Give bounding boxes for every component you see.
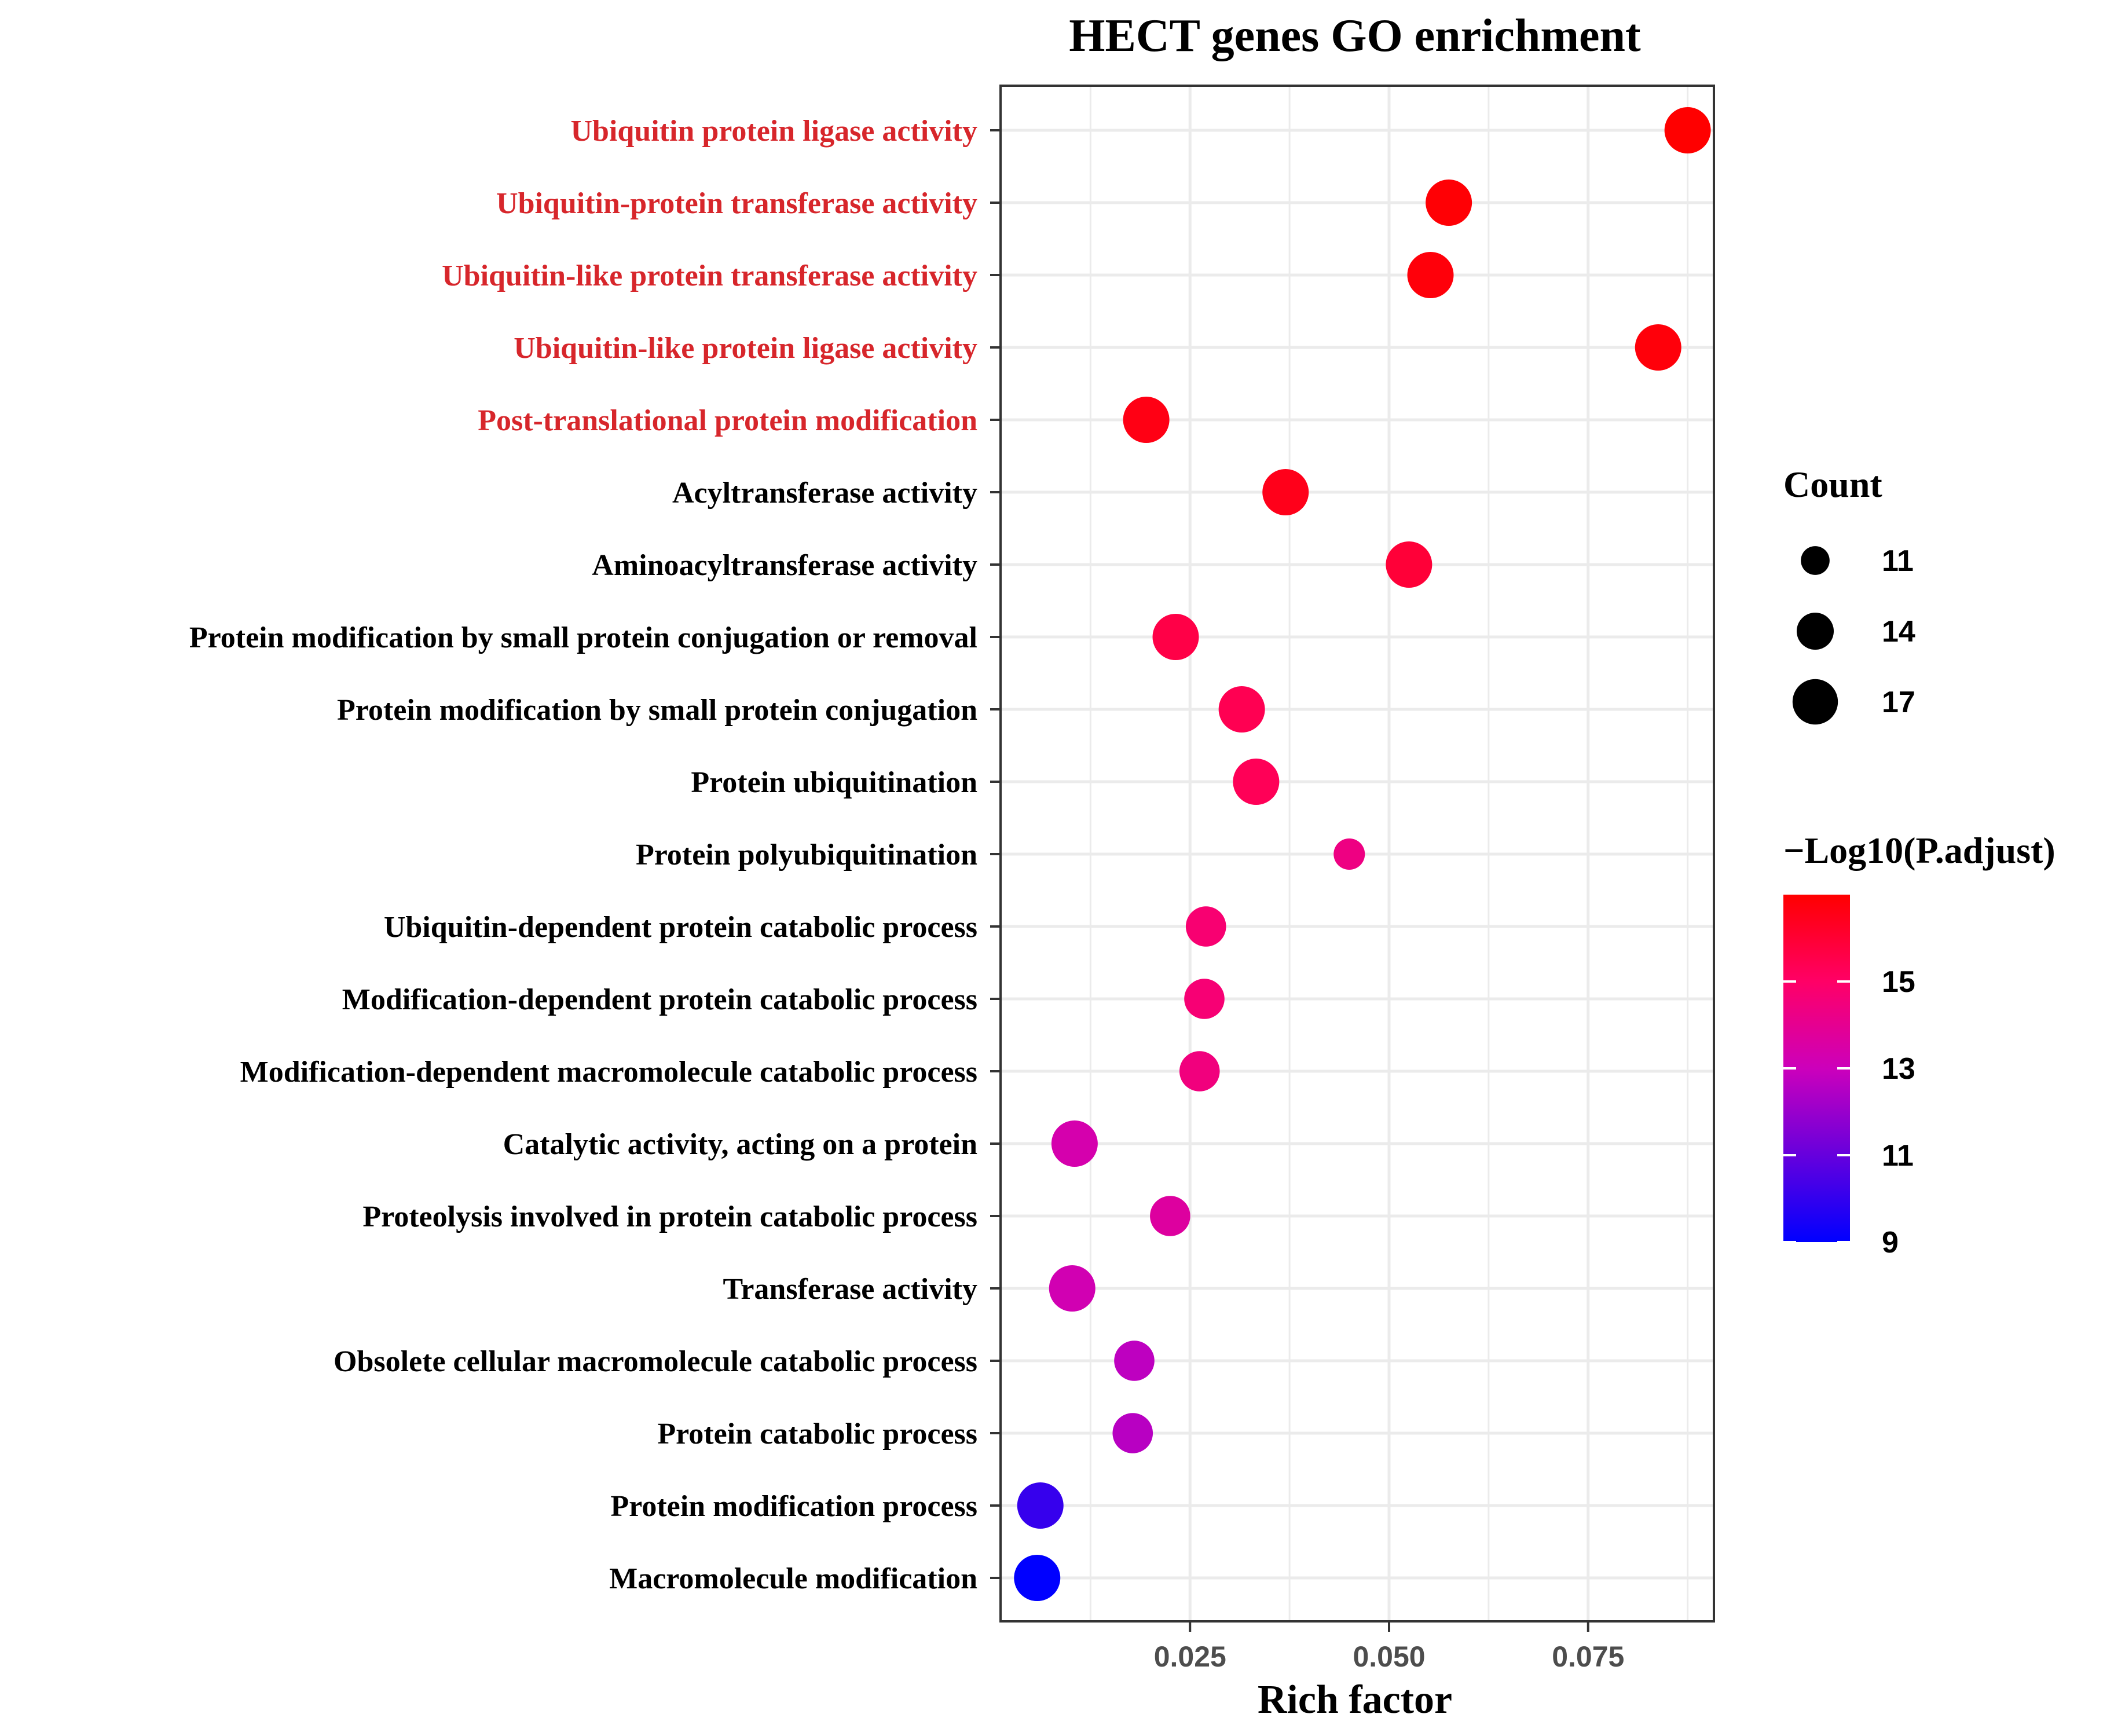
y-axis: Ubiquitin protein ligase activity Ubiquit… [189, 115, 1001, 1595]
color-legend: −Log10(P.adjust) 9 11 13 15 [1783, 830, 2056, 1259]
y-tick-label: Transferase activity [723, 1273, 977, 1306]
x-tick-label: 0.050 [1353, 1640, 1425, 1673]
data-point [1049, 1265, 1096, 1312]
count-legend-key [1801, 546, 1830, 575]
colorbar-label: 15 [1882, 965, 1915, 999]
count-legend-key [1792, 679, 1838, 725]
data-point [1333, 838, 1365, 870]
count-legend-title: Count [1783, 464, 1882, 505]
y-tick-label: Obsolete cellular macromolecule cataboli… [334, 1345, 977, 1378]
y-tick-label: Post-translational protein modification [478, 404, 977, 437]
y-tick-label: Aminoacyltransferase activity [592, 549, 977, 582]
chart-title: HECT genes GO enrichment [1069, 10, 1641, 61]
count-legend: Count 11 14 17 [1783, 464, 1915, 725]
data-point [1233, 759, 1280, 805]
data-point [1123, 397, 1170, 443]
data-point [1185, 906, 1226, 947]
data-point [1426, 180, 1472, 226]
y-tick-label: Modification-dependent protein catabolic… [342, 983, 977, 1016]
count-legend-key [1796, 612, 1834, 650]
data-point [1150, 1196, 1190, 1236]
y-tick-label: Ubiquitin protein ligase activity [570, 115, 977, 148]
data-point [1262, 469, 1309, 515]
count-legend-label: 11 [1882, 544, 1914, 578]
x-axis: 0.025 0.050 0.075 [1154, 1621, 1624, 1673]
data-point [1407, 252, 1454, 298]
y-tick-label: Ubiquitin-protein transferase activity [496, 187, 977, 220]
color-legend-title: −Log10(P.adjust) [1783, 830, 2056, 871]
x-tick-label: 0.025 [1154, 1640, 1226, 1673]
data-point [1114, 1341, 1155, 1381]
data-point [1386, 541, 1432, 588]
y-tick-label: Ubiquitin-dependent protein catabolic pr… [384, 911, 977, 944]
y-tick-label: Modification-dependent macromolecule cat… [240, 1056, 977, 1089]
y-tick-label: Protein ubiquitination [691, 766, 977, 799]
y-tick-label: Proteolysis involved in protein cataboli… [362, 1200, 977, 1233]
y-tick-label: Protein modification by small protein co… [189, 621, 977, 654]
y-tick-label: Ubiquitin-like protein transferase activ… [442, 259, 977, 292]
x-tick-label: 0.075 [1552, 1640, 1624, 1673]
y-tick-label: Acyltransferase activity [672, 477, 977, 510]
data-point [1152, 614, 1199, 660]
count-legend-label: 14 [1882, 615, 1915, 649]
y-tick-label: Macromolecule modification [609, 1562, 977, 1595]
data-point [1184, 979, 1225, 1019]
colorbar-label: 13 [1882, 1052, 1915, 1086]
y-tick-label: Catalytic activity, acting on a protein [503, 1128, 977, 1161]
data-point [1112, 1413, 1153, 1453]
data-point [1017, 1482, 1064, 1529]
data-points [1014, 107, 1711, 1601]
data-point [1179, 1051, 1220, 1092]
y-tick-label: Protein modification by small protein co… [337, 694, 977, 727]
colorbar-label: 9 [1882, 1226, 1899, 1259]
data-point [1014, 1555, 1061, 1601]
count-legend-label: 17 [1882, 686, 1915, 719]
y-tick-label: Protein modification process [610, 1490, 977, 1523]
data-point [1218, 686, 1265, 733]
colorbar-label: 11 [1882, 1139, 1914, 1173]
y-tick-label: Protein catabolic process [657, 1418, 977, 1451]
data-point [1051, 1120, 1098, 1167]
y-tick-label: Protein polyubiquitination [636, 838, 977, 871]
data-point [1664, 107, 1711, 153]
x-axis-title: Rich factor [1258, 1678, 1452, 1722]
y-tick-label: Ubiquitin-like protein ligase activity [514, 332, 977, 365]
data-point [1635, 324, 1681, 371]
